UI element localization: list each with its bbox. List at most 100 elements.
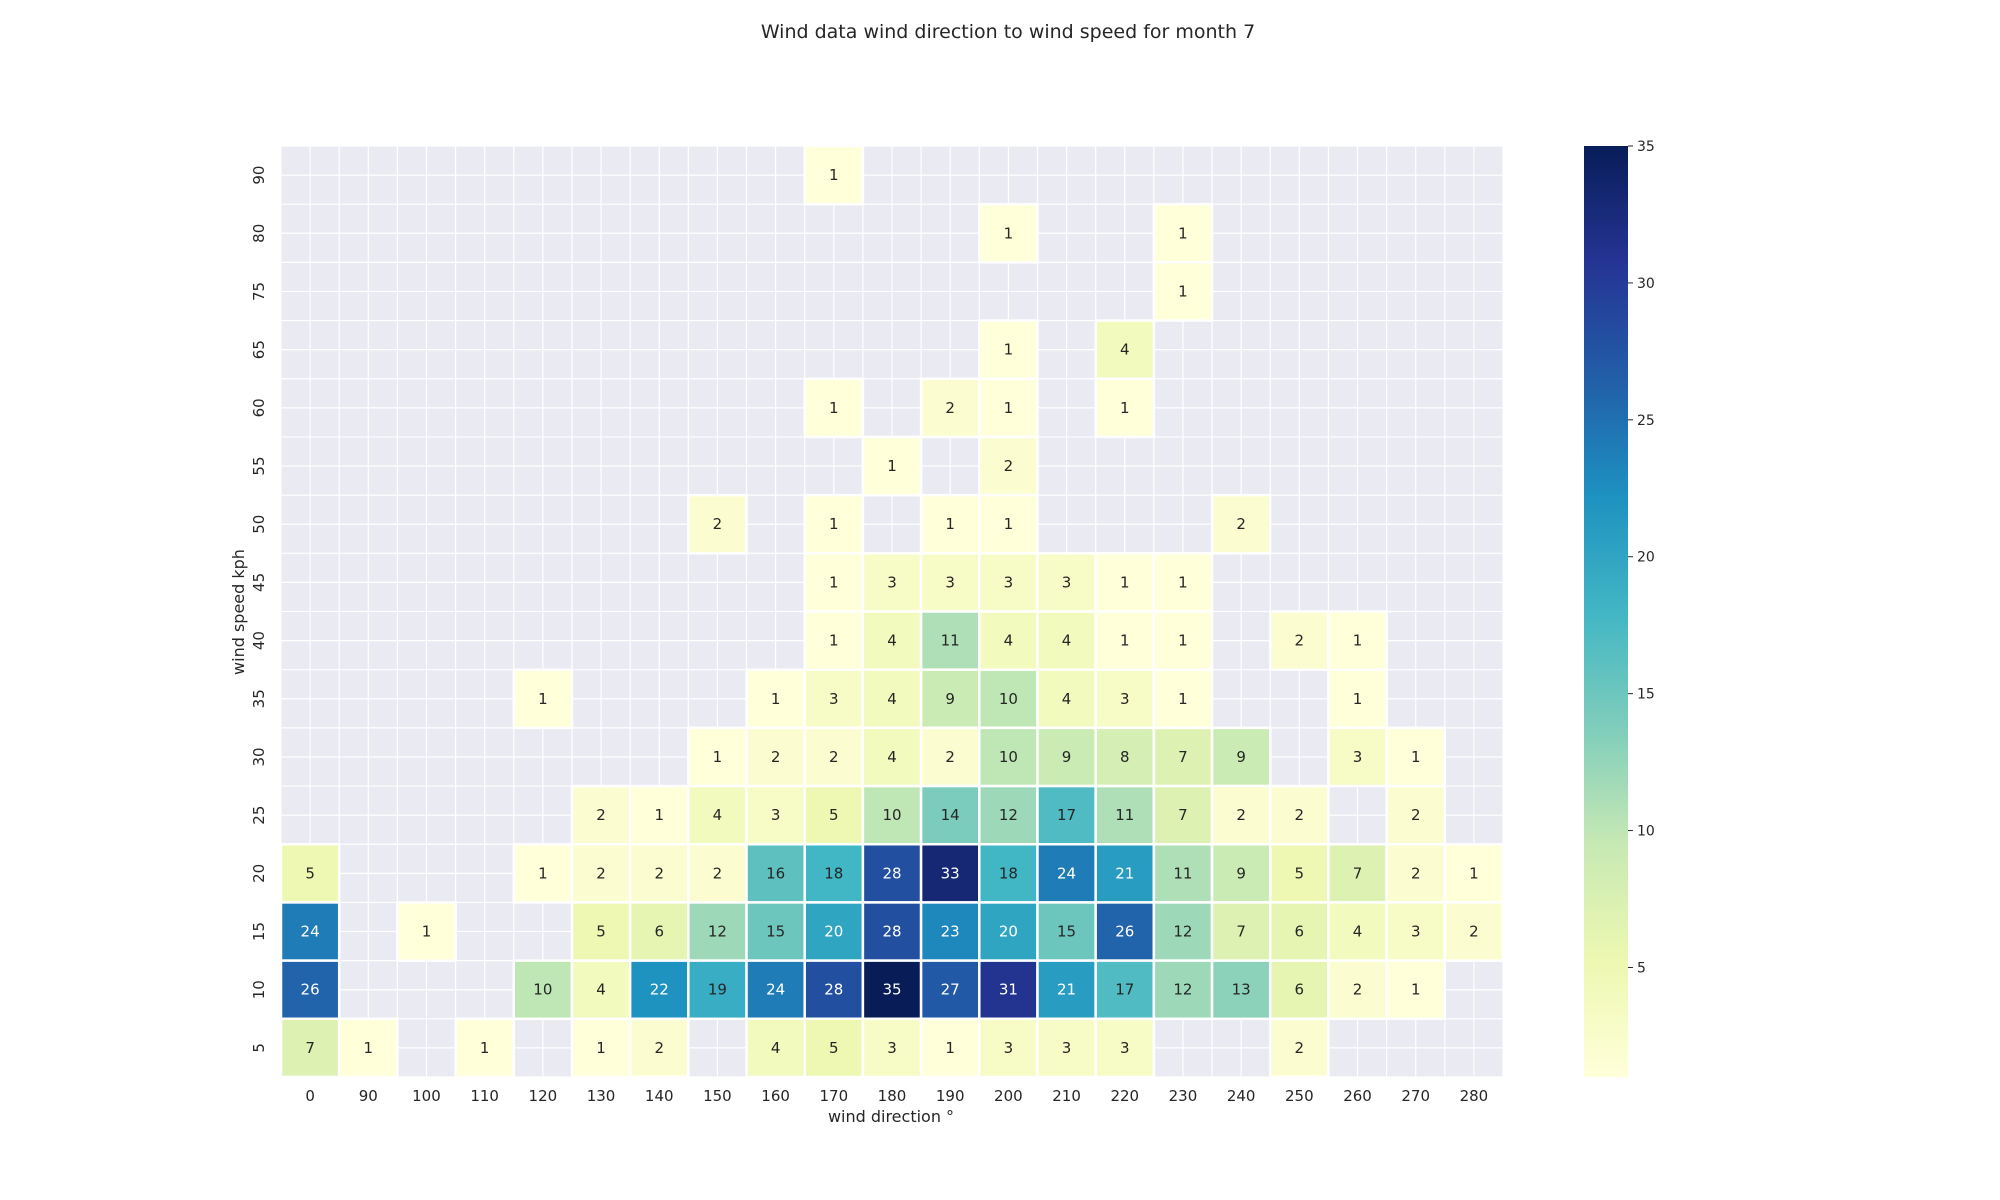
heatmap-cell: [919, 784, 981, 846]
cell-value-label: 24: [1057, 864, 1076, 882]
cell-value-label: 1: [538, 864, 548, 882]
heatmap-cell: [861, 552, 923, 613]
cell-value-label: 1: [1411, 748, 1421, 766]
plot-area: 11 111 41 2 1 11 22 1 1 1 21 3 3 3 3 1 11 4 11 4 4 1 1 2 11 1 3 4 9 1…: [279, 144, 1505, 1079]
heatmap-cell: [1385, 726, 1447, 788]
cell-value-label: 2: [596, 806, 606, 824]
cell-value-label: 7: [305, 1039, 315, 1057]
cell-value-label: 4: [1353, 923, 1363, 941]
heatmap-cell: [978, 1017, 1039, 1079]
heatmap-cell: [1036, 901, 1097, 962]
cell-value-label: 4: [596, 981, 606, 999]
heatmap-cell: [803, 377, 865, 439]
y-tick-label: 75: [250, 282, 268, 301]
cell-value-label: 3: [1120, 690, 1130, 708]
x-tick-label: 120: [529, 1087, 558, 1105]
cell-value-label: 4: [887, 748, 897, 766]
heatmap-cell: [337, 1017, 399, 1079]
x-tick-label: 250: [1285, 1087, 1314, 1105]
cell-value-label: 28: [882, 864, 901, 882]
heatmap-cell: [803, 843, 865, 904]
cell-value-label: 19: [708, 981, 727, 999]
heatmap-cell: [1327, 610, 1388, 671]
cell-value-label: 28: [882, 923, 901, 941]
x-tick-label: 210: [1052, 1087, 1081, 1105]
cell-value-label: 3: [1411, 923, 1421, 941]
y-tick-label: 45: [250, 573, 268, 592]
y-tick-label: 25: [250, 806, 268, 825]
y-tick-label: 20: [250, 864, 268, 883]
colorbar-tick-label: 25: [1637, 413, 1655, 429]
heatmap-cell: [1210, 901, 1272, 962]
y-tick-label: 80: [250, 224, 268, 243]
cell-value-label: 12: [999, 806, 1018, 824]
cell-value-label: 16: [766, 864, 785, 882]
cell-value-label: 21: [1057, 981, 1076, 999]
x-tick-label: 180: [878, 1087, 907, 1105]
cell-value-label: 2: [1411, 806, 1421, 824]
heatmap-cell: [1210, 959, 1272, 1021]
cell-value-label: 3: [1004, 1039, 1014, 1057]
cell-value-label: 7: [1353, 864, 1363, 882]
heatmap-cell: [978, 959, 1039, 1021]
cell-value-label: 1: [1178, 632, 1188, 650]
cell-value-label: 26: [301, 981, 320, 999]
cell-value-label: 1: [596, 1039, 606, 1057]
cell-value-label: 18: [824, 864, 843, 882]
cell-value-label: 31: [999, 981, 1018, 999]
heatmap-cell: [687, 493, 748, 555]
heatmap-cell: [628, 901, 690, 962]
cell-value-label: 9: [945, 690, 955, 708]
cell-value-label: 18: [999, 864, 1018, 882]
cell-value-label: 8: [1120, 748, 1130, 766]
cell-value-label: 2: [1411, 864, 1421, 882]
heatmap-cell: [570, 784, 632, 846]
chart-title: Wind data wind direction to wind speed f…: [761, 21, 1255, 43]
heatmap-cell: [978, 843, 1039, 904]
heatmap-cell: [919, 552, 981, 613]
cell-value-label: 7: [1178, 806, 1188, 824]
heatmap-cell: [512, 843, 574, 904]
heatmap-cell: [978, 202, 1039, 264]
cell-value-label: 24: [301, 923, 320, 941]
cell-value-label: 4: [1062, 632, 1072, 650]
heatmap-cell: [1036, 843, 1097, 904]
cell-value-label: 17: [1057, 806, 1076, 824]
cell-value-label: 1: [422, 923, 432, 941]
x-axis-ticks: 0 90 100 110 120 130 140 150 160 170 180 190 200 210 2…: [305, 1087, 1488, 1105]
heatmap-cell: [687, 959, 748, 1021]
cell-value-label: 1: [771, 690, 781, 708]
x-tick-label: 130: [587, 1087, 616, 1105]
heatmap-cell: [1385, 901, 1447, 962]
colorbar-gradient: [1584, 146, 1628, 1077]
cell-value-label: 2: [945, 748, 955, 766]
cell-value-label: 4: [1062, 690, 1072, 708]
y-tick-label: 50: [250, 515, 268, 534]
x-tick-label: 0: [305, 1087, 315, 1105]
y-axis-ticks: 90 80 75 65 60 55 50 45 40 35 30 25 20 15 10 5: [250, 166, 268, 1053]
cell-value-label: 28: [824, 981, 843, 999]
cell-value-label: 3: [1062, 1039, 1072, 1057]
y-tick-label: 10: [250, 980, 268, 999]
cell-value-label: 2: [596, 864, 606, 882]
x-tick-label: 110: [470, 1087, 499, 1105]
cell-value-label: 35: [882, 981, 901, 999]
cell-value-label: 10: [533, 981, 552, 999]
cell-value-label: 2: [1469, 923, 1479, 941]
colorbar-tick-label: 35: [1637, 139, 1655, 155]
cell-value-label: 3: [887, 1039, 897, 1057]
heatmap-cell: [1152, 843, 1214, 904]
x-tick-label: 280: [1460, 1087, 1489, 1105]
colorbar-tick-label: 20: [1637, 550, 1655, 566]
colorbar-tick-label: 5: [1637, 960, 1646, 976]
cell-value-label: 4: [713, 806, 723, 824]
heatmap-cell: [745, 784, 806, 846]
cell-value-label: 1: [945, 515, 955, 533]
cell-value-label: 17: [1115, 981, 1134, 999]
cell-value-label: 2: [654, 1039, 664, 1057]
cell-value-label: 5: [829, 1039, 839, 1057]
heatmap-cell: [279, 959, 341, 1021]
cell-value-label: 26: [1115, 923, 1134, 941]
heatmap-cell: [454, 1017, 516, 1079]
heatmap-cell: [919, 377, 981, 439]
